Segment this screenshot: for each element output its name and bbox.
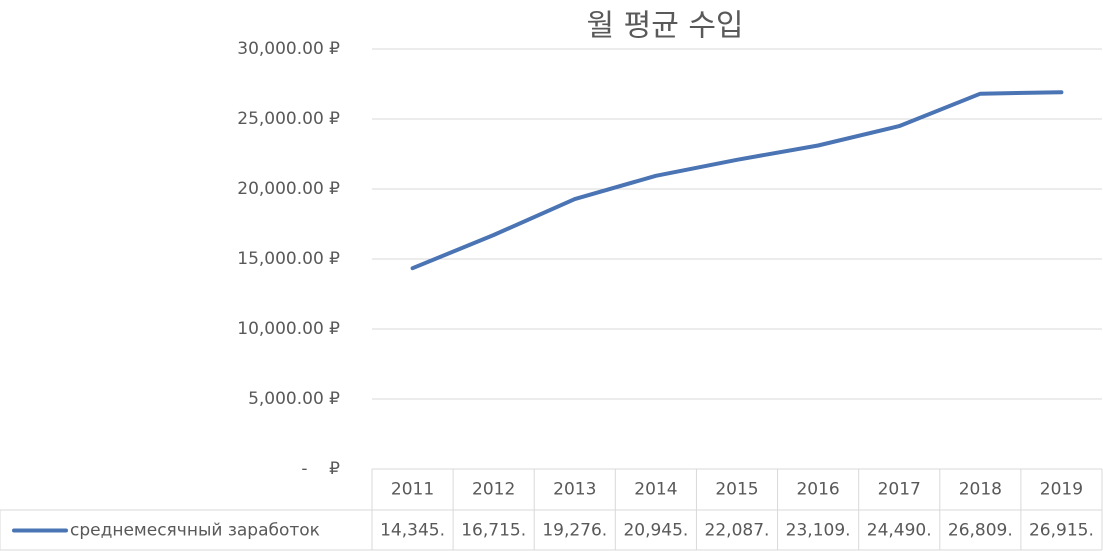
data-table-value: 14,345. bbox=[380, 521, 445, 541]
data-table-value: 23,109. bbox=[786, 521, 851, 541]
data-table-value: 24,490. bbox=[867, 521, 932, 541]
x-category-label: 2011 bbox=[391, 480, 434, 500]
y-tick-label: 20,000.00 ₽ bbox=[237, 179, 340, 199]
x-category-label: 2014 bbox=[634, 480, 677, 500]
chart-title: 월 평균 수입 bbox=[586, 9, 743, 44]
x-category-label: 2019 bbox=[1040, 480, 1083, 500]
x-category-label: 2017 bbox=[878, 480, 921, 500]
x-category-label: 2013 bbox=[553, 480, 596, 500]
y-tick-label: 5,000.00 ₽ bbox=[248, 389, 340, 409]
y-tick-label: 15,000.00 ₽ bbox=[237, 249, 340, 269]
data-table-value: 22,087. bbox=[705, 521, 770, 541]
x-category-label: 2018 bbox=[959, 480, 1002, 500]
legend-label: среднемесячный заработок bbox=[70, 521, 320, 541]
data-table-value: 26,809. bbox=[948, 521, 1013, 541]
y-tick-label: 25,000.00 ₽ bbox=[237, 109, 340, 129]
y-tick-label: 30,000.00 ₽ bbox=[237, 39, 340, 59]
y-tick-label: - ₽ bbox=[301, 459, 340, 479]
x-category-label: 2016 bbox=[796, 480, 839, 500]
data-table-value: 19,276. bbox=[542, 521, 607, 541]
x-category-label: 2015 bbox=[715, 480, 758, 500]
data-table-value: 20,945. bbox=[623, 521, 688, 541]
data-table-value: 26,915. bbox=[1029, 521, 1094, 541]
data-table-value: 16,715. bbox=[461, 521, 526, 541]
y-tick-label: 10,000.00 ₽ bbox=[237, 319, 340, 339]
series-line bbox=[410, 90, 1064, 271]
x-category-label: 2012 bbox=[472, 480, 515, 500]
